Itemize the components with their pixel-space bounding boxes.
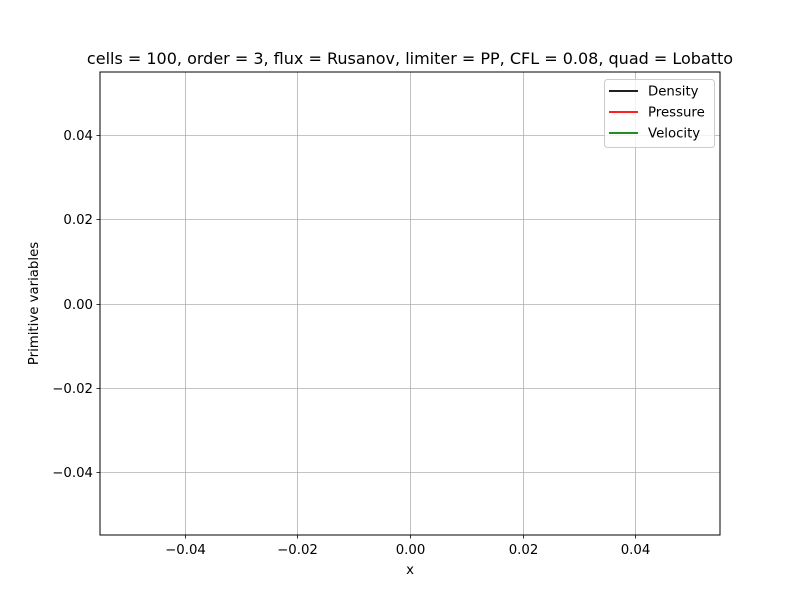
legend-label-velocity: Velocity xyxy=(648,127,700,142)
x-tick-label: 0.04 xyxy=(621,543,651,558)
x-axis-label: x xyxy=(406,563,414,578)
y-tick-label: −0.02 xyxy=(52,382,93,397)
x-tick-label: 0.00 xyxy=(396,543,426,558)
y-tick-label: −0.04 xyxy=(52,466,93,481)
y-axis: −0.04 −0.02 0.00 0.02 0.04 xyxy=(52,129,100,481)
grid-lines xyxy=(100,72,720,535)
legend-label-density: Density xyxy=(648,85,699,100)
y-tick-label: 0.04 xyxy=(63,129,93,144)
legend-label-pressure: Pressure xyxy=(648,106,705,121)
x-axis: −0.04 −0.02 0.00 0.02 0.04 xyxy=(165,535,650,558)
x-tick-label: 0.02 xyxy=(509,543,539,558)
legend-box xyxy=(604,79,715,148)
x-tick-label: −0.04 xyxy=(165,543,206,558)
y-tick-label: 0.02 xyxy=(63,213,93,228)
axes-background xyxy=(100,72,720,535)
legend: Density Pressure Velocity xyxy=(604,79,715,148)
y-tick-label: 0.00 xyxy=(63,298,93,313)
y-axis-label: Primitive variables xyxy=(27,242,42,365)
x-tick-label: −0.02 xyxy=(277,543,318,558)
plot-area xyxy=(99,71,721,536)
axes-frame xyxy=(99,71,721,536)
chart-title: cells = 100, order = 3, flux = Rusanov, … xyxy=(87,49,733,68)
